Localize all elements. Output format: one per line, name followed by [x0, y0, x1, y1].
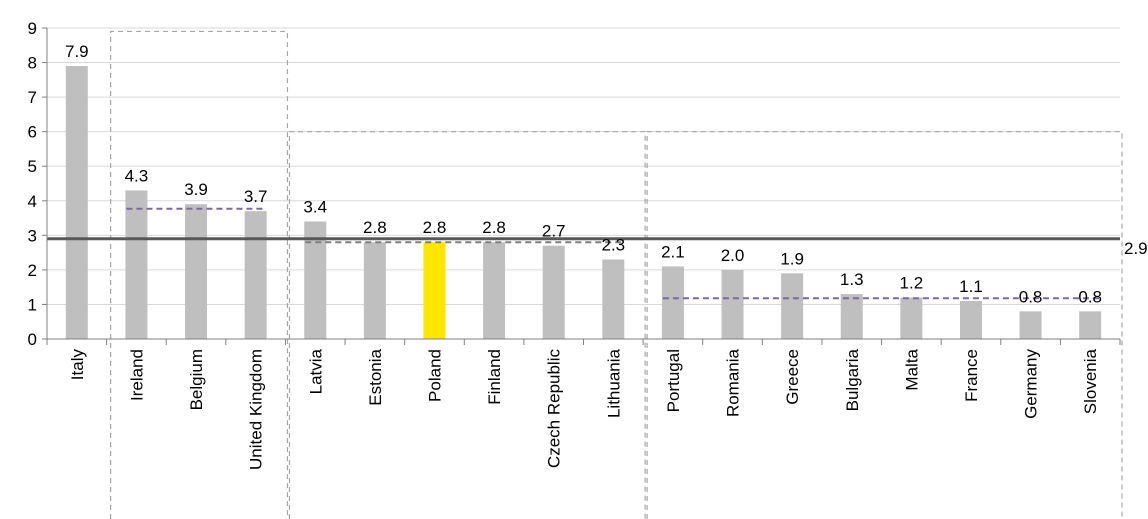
bar-poland — [423, 242, 445, 339]
group-box-3 — [647, 132, 1122, 519]
bar-france — [960, 301, 982, 339]
category-label: Greece — [783, 349, 802, 405]
bar-malta — [900, 298, 922, 339]
y-tick-label: 9 — [28, 19, 37, 38]
category-label: Bulgaria — [843, 348, 862, 411]
data-label: 7.9 — [65, 42, 89, 61]
y-tick-label: 0 — [28, 330, 37, 349]
y-tick-label: 8 — [28, 54, 37, 73]
category-label: United Kingdom — [247, 349, 266, 470]
data-label: 2.1 — [661, 242, 685, 261]
category-label: Malta — [902, 348, 921, 390]
data-label: 3.7 — [244, 187, 268, 206]
group-box-2 — [289, 132, 645, 519]
category-label: Belgium — [187, 349, 206, 410]
data-label: 4.3 — [125, 166, 149, 185]
reference-line-label: 2.9 — [1124, 239, 1148, 258]
bar-lithuania — [602, 260, 624, 339]
category-label: Portugal — [664, 349, 683, 412]
bar-finland — [483, 242, 505, 339]
data-label: 0.8 — [1019, 287, 1043, 306]
bar-italy — [66, 66, 88, 339]
data-label: 1.1 — [959, 277, 983, 296]
bar-romania — [722, 270, 744, 339]
bar-bulgaria — [841, 294, 863, 339]
data-label: 3.9 — [184, 180, 208, 199]
data-label: 2.8 — [423, 218, 447, 237]
y-tick-label: 7 — [28, 88, 37, 107]
data-label: 2.3 — [601, 236, 625, 255]
bar-czech-republic — [543, 246, 565, 339]
data-label: 2.8 — [363, 218, 387, 237]
category-label: France — [962, 349, 981, 402]
bar-united-kingdom — [245, 211, 267, 339]
category-label: Slovenia — [1081, 348, 1100, 414]
bar-greece — [781, 273, 803, 339]
y-tick-label: 6 — [28, 123, 37, 142]
bar-portugal — [662, 266, 684, 339]
category-label: Germany — [1022, 349, 1041, 419]
category-label: Ireland — [127, 349, 146, 401]
category-label: Finland — [485, 349, 504, 405]
gridlines — [47, 28, 1120, 304]
data-label: 1.3 — [840, 270, 864, 289]
category-label: Estonia — [366, 348, 385, 405]
bar-germany — [1020, 311, 1042, 339]
category-label: Lithuania — [604, 348, 623, 418]
data-label: 2.7 — [542, 222, 566, 241]
bar-slovenia — [1079, 311, 1101, 339]
category-label: Romania — [724, 348, 743, 417]
y-tick-label: 1 — [28, 295, 37, 314]
bar-estonia — [364, 242, 386, 339]
y-tick-label: 3 — [28, 226, 37, 245]
y-tick-label: 4 — [28, 192, 37, 211]
y-tick-label: 2 — [28, 261, 37, 280]
data-label: 2.8 — [482, 218, 506, 237]
y-tick-label: 5 — [28, 157, 37, 176]
data-label: 0.8 — [1078, 287, 1102, 306]
data-label: 2.0 — [721, 246, 745, 265]
category-label: Poland — [425, 349, 444, 402]
bar-ireland — [125, 190, 147, 339]
data-label: 3.4 — [303, 198, 327, 217]
category-label: Italy — [68, 349, 87, 381]
category-label: Latvia — [306, 348, 325, 394]
data-label: 1.9 — [780, 249, 804, 268]
category-label: Czech Republic — [545, 349, 564, 469]
data-label: 1.2 — [900, 274, 924, 293]
bar-belgium — [185, 204, 207, 339]
